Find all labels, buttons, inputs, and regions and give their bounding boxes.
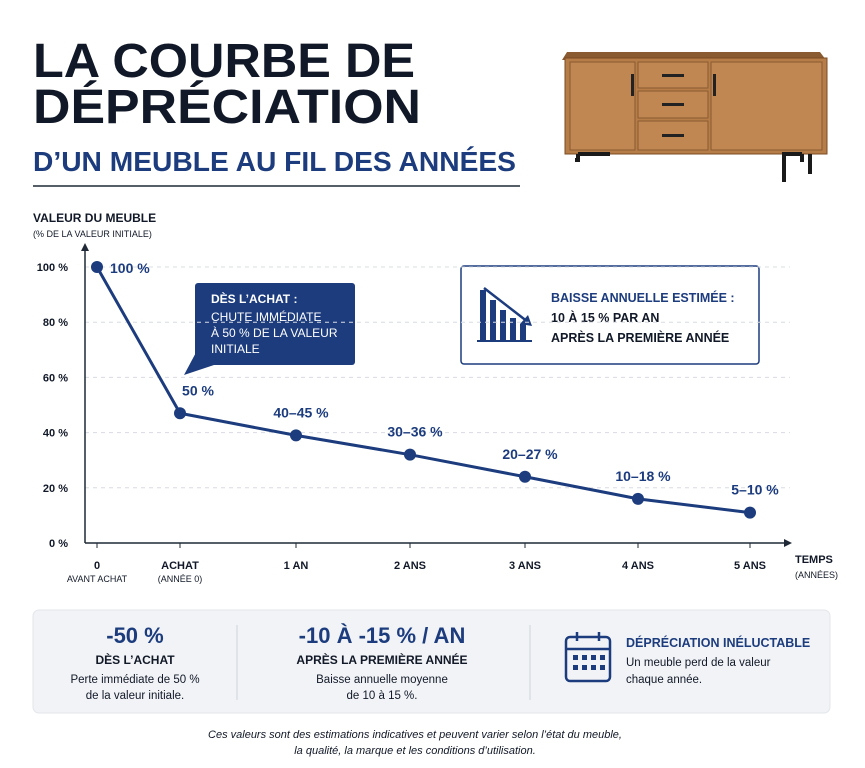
stat-label: DÈS L’ACHAT: [95, 652, 175, 667]
point: [174, 407, 186, 420]
point-label: 30–36 %: [387, 424, 443, 440]
point: [290, 429, 302, 442]
info-text: APRÈS LA PREMIÈRE ANNÉE: [551, 330, 729, 345]
info-text: 10 À 15 % PAR AN: [551, 310, 659, 325]
x-axis-title: TEMPS: [795, 554, 833, 566]
x-tick-sublabel: (ANNÉE 0): [158, 574, 203, 584]
x-tick-label: 5 ANS: [734, 560, 766, 572]
callout-text: CHUTE IMMÉDIATE: [211, 309, 321, 324]
stat-text: chaque année.: [626, 674, 702, 686]
x-tick-label: 4 ANS: [622, 560, 654, 572]
point: [519, 470, 531, 483]
footnote: Ces valeurs sont des estimations indicat…: [208, 729, 622, 741]
stat-label: APRÈS LA PREMIÈRE ANNÉE: [296, 652, 467, 667]
info-box: BAISSE ANNUELLE ESTIMÉE : 10 À 15 % PAR …: [460, 265, 760, 365]
stat-value: -50 %: [106, 623, 163, 648]
calendar-icon: [564, 632, 612, 683]
info-title: BAISSE ANNUELLE ESTIMÉE :: [551, 290, 735, 305]
y-tick-label: 0 %: [49, 538, 68, 550]
point-label: 40–45 %: [273, 404, 329, 420]
point-label: 50 %: [182, 382, 214, 398]
point: [404, 448, 416, 461]
stat-value: -10 À -15 % / AN: [299, 623, 466, 648]
x-tick-label: 0: [94, 560, 100, 572]
footnote: la qualité, la marque et les conditions …: [294, 745, 536, 757]
stat-label: DÉPRÉCIATION INÉLUCTABLE: [626, 635, 810, 650]
stat-text: Perte immédiate de 50 %: [70, 674, 199, 686]
sideboard-illustration: [562, 52, 828, 182]
stat-text: de 10 à 15 %.: [347, 690, 418, 702]
point-label: 20–27 %: [502, 446, 558, 462]
y-axis-note: (% DE LA VALEUR INITIALE): [33, 229, 152, 239]
callout-text: À 50 % DE LA VALEUR: [211, 325, 338, 340]
title: DÉPRÉCIATION: [33, 80, 421, 134]
y-tick-label: 40 %: [43, 428, 68, 440]
x-axis-note: (ANNÉES): [795, 570, 838, 580]
callout: DÈS L’ACHAT : CHUTE IMMÉDIATE À 50 % DE …: [184, 283, 355, 375]
plot: 0 % 20 % 40 % 60 % 80 % 100 % 0 AVANT ACHAT ACHA…: [37, 243, 792, 584]
y-tick-label: 20 %: [43, 483, 68, 495]
point: [744, 506, 756, 519]
stat-text: Baisse annuelle moyenne: [316, 674, 448, 686]
stat-text: Un meuble perd de la valeur: [626, 657, 771, 669]
y-tick-label: 80 %: [43, 317, 68, 329]
x-tick-sublabel: AVANT ACHAT: [67, 574, 128, 584]
decline-icon: [477, 287, 532, 342]
subtitle: D’UN MEUBLE AU FIL DES ANNÉES: [33, 146, 516, 177]
x-tick-label: 2 ANS: [394, 560, 426, 572]
y-axis-arrow: [81, 243, 89, 251]
callout-text: INITIALE: [211, 342, 260, 356]
y-tick-label: 100 %: [37, 262, 68, 274]
title: LA COURBE DE: [33, 35, 415, 88]
stats-panel: -50 % DÈS L’ACHAT Perte immédiate de 50 …: [32, 609, 831, 714]
point: [91, 261, 103, 273]
x-tick-label: 3 ANS: [509, 560, 541, 572]
point-label: 10–18 %: [615, 468, 671, 484]
point: [632, 492, 644, 505]
y-axis-title: VALEUR DU MEUBLE: [33, 211, 156, 225]
point-label: 5–10 %: [731, 482, 779, 498]
x-axis-arrow: [784, 539, 792, 547]
callout-title: DÈS L’ACHAT :: [211, 291, 297, 306]
stat-text: de la valeur initiale.: [86, 690, 184, 702]
point-label: 100 %: [110, 260, 150, 276]
x-tick-label: 1 AN: [284, 560, 309, 572]
y-tick-label: 60 %: [43, 372, 68, 384]
x-tick-label: ACHAT: [161, 560, 199, 572]
